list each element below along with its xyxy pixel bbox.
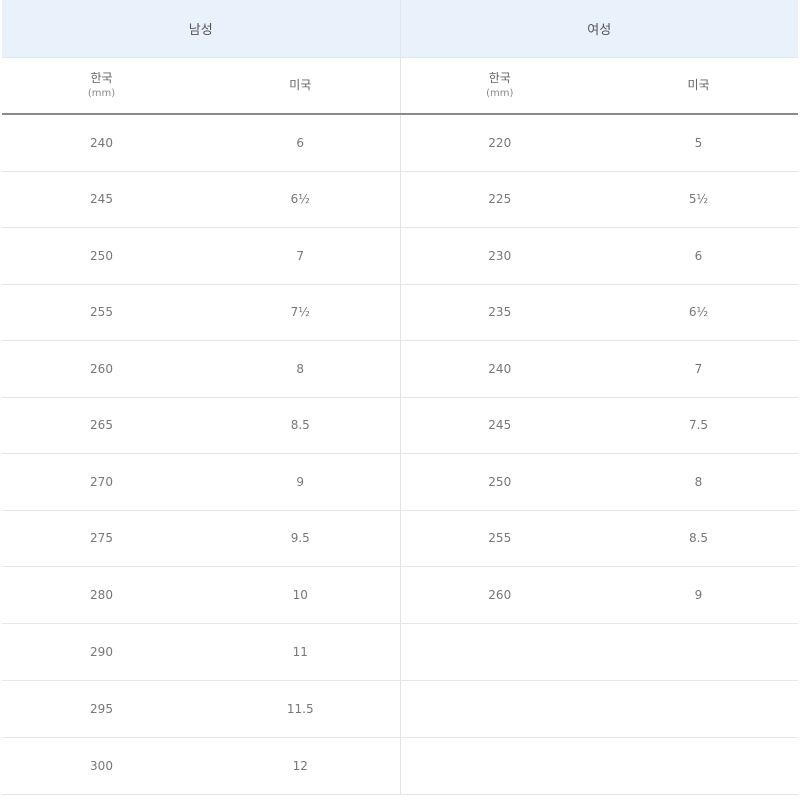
men-korea-cell: 300 — [2, 737, 201, 795]
women-korea-cell: 260 — [399, 566, 599, 624]
women-us-cell: 5½ — [599, 171, 798, 228]
korea-label: 한국 — [488, 70, 511, 85]
men-us-cell: 9 — [201, 453, 400, 511]
table-row: 260 8 240 7 — [2, 340, 798, 398]
women-us-cell: 6 — [599, 227, 798, 285]
men-group-header: 남성 — [2, 0, 401, 58]
men-us-cell: 12 — [201, 737, 400, 795]
women-korea-cell: 235 — [399, 284, 599, 341]
men-us-cell: 6½ — [201, 171, 400, 228]
women-korea-cell: 250 — [399, 453, 599, 511]
men-korea-cell: 270 — [2, 453, 201, 511]
table-row: 250 7 230 6 — [2, 227, 798, 285]
table-row: 295 11.5 — [2, 680, 798, 738]
men-us-cell: 9.5 — [201, 510, 400, 567]
women-us-cell — [599, 737, 798, 795]
women-korea-cell — [399, 680, 599, 738]
men-us-cell: 11 — [201, 623, 400, 681]
men-us-cell: 10 — [201, 566, 400, 624]
women-korea-cell: 220 — [399, 114, 599, 172]
men-korea-cell: 295 — [2, 680, 201, 738]
men-korea-cell: 260 — [2, 340, 201, 398]
men-korea-header: 한국 (mm) — [2, 57, 201, 115]
women-us-cell: 6½ — [599, 284, 798, 341]
table-row: 270 9 250 8 — [2, 453, 798, 511]
unit-label: (mm) — [486, 87, 514, 99]
table-row: 265 8.5 245 7.5 — [2, 397, 798, 454]
men-us-cell: 8.5 — [201, 397, 400, 454]
men-us-header: 미국 — [201, 57, 400, 115]
women-us-cell — [599, 623, 798, 681]
women-us-cell — [599, 680, 798, 738]
women-us-cell: 7.5 — [599, 397, 798, 454]
women-korea-cell: 225 — [399, 171, 599, 228]
korea-label: 한국 — [90, 70, 113, 85]
men-us-cell: 7½ — [201, 284, 400, 341]
table-row: 275 9.5 255 8.5 — [2, 510, 798, 567]
men-us-cell: 11.5 — [201, 680, 400, 738]
women-korea-cell: 230 — [399, 227, 599, 285]
men-korea-cell: 290 — [2, 623, 201, 681]
women-korea-cell: 245 — [399, 397, 599, 454]
men-korea-cell: 265 — [2, 397, 201, 454]
table-row: 245 6½ 225 5½ — [2, 171, 798, 228]
women-us-cell: 8.5 — [599, 510, 798, 567]
men-us-cell: 8 — [201, 340, 400, 398]
men-korea-cell: 280 — [2, 566, 201, 624]
table-row: 280 10 260 9 — [2, 566, 798, 624]
women-us-cell: 9 — [599, 566, 798, 624]
men-us-cell: 6 — [201, 114, 400, 172]
women-korea-cell — [399, 623, 599, 681]
women-us-cell: 8 — [599, 453, 798, 511]
women-group-header: 여성 — [400, 0, 798, 58]
unit-label: (mm) — [87, 87, 116, 99]
men-korea-cell: 245 — [2, 171, 201, 228]
men-korea-cell: 250 — [2, 227, 201, 285]
table-row: 255 7½ 235 6½ — [2, 284, 798, 341]
women-us-cell: 7 — [599, 340, 798, 398]
women-korea-cell: 255 — [399, 510, 599, 567]
men-korea-cell: 275 — [2, 510, 201, 567]
table-row: 290 11 — [2, 623, 798, 681]
women-us-cell: 5 — [599, 114, 798, 172]
men-us-cell: 7 — [201, 227, 400, 285]
table-row: 300 12 — [2, 737, 798, 795]
table-row: 240 6 220 5 — [2, 114, 798, 172]
women-korea-header: 한국 (mm) — [399, 57, 599, 115]
men-korea-cell: 240 — [2, 114, 201, 172]
men-korea-cell: 255 — [2, 284, 201, 341]
women-korea-cell: 240 — [399, 340, 599, 398]
women-us-header: 미국 — [599, 57, 798, 115]
women-korea-cell — [399, 737, 599, 795]
